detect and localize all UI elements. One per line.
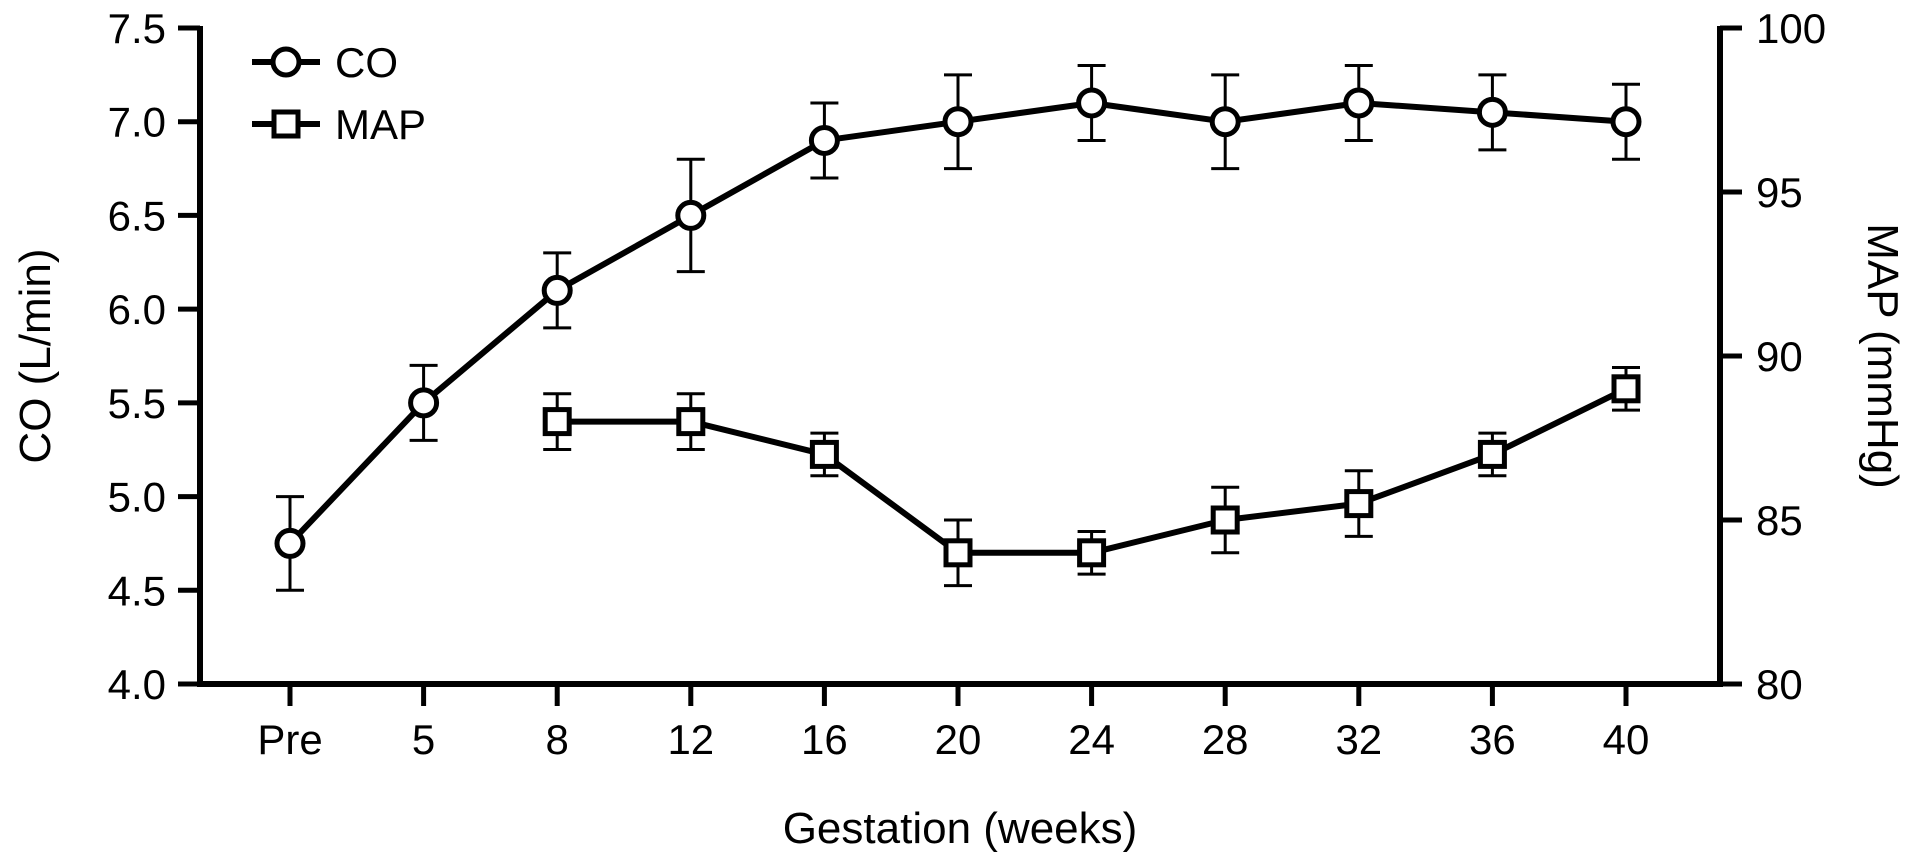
map-point	[1611, 374, 1641, 404]
left-y-axis-title: CO (L/min)	[11, 248, 60, 463]
legend-label: CO	[335, 39, 398, 86]
co-point	[1343, 87, 1375, 119]
right-y-tick-label: 85	[1756, 497, 1803, 544]
x-tick-label: 24	[1068, 716, 1115, 763]
map-point	[542, 407, 572, 437]
legend-square-marker	[271, 109, 301, 139]
co-point	[675, 199, 707, 231]
left-y-tick-label: 5.5	[108, 380, 166, 427]
co-point	[408, 387, 440, 419]
marks	[274, 63, 1642, 592]
co-point	[942, 106, 974, 138]
map-point	[1344, 489, 1374, 519]
map-point	[943, 538, 973, 568]
map-point	[676, 407, 706, 437]
co-point	[274, 527, 306, 559]
legend-item-co: CO	[252, 39, 398, 86]
co-series	[274, 63, 1642, 592]
x-tick-label: 20	[935, 716, 982, 763]
co-point	[1476, 96, 1508, 128]
map-point	[809, 439, 839, 469]
legend-label: MAP	[335, 101, 426, 148]
co-point	[808, 124, 840, 156]
left-y-tick-label: 4.0	[108, 661, 166, 708]
x-tick-label: 8	[546, 716, 569, 763]
left-y-tick-label: 5.0	[108, 474, 166, 521]
left-y-tick-label: 4.5	[108, 567, 166, 614]
right-y-axis-title: MAP (mmHg)	[1858, 223, 1907, 489]
x-tick-label: 28	[1202, 716, 1249, 763]
right-y-tick-label: 90	[1756, 333, 1803, 380]
co-point	[541, 274, 573, 306]
x-tick-label: Pre	[257, 716, 322, 763]
x-tick-label: 36	[1469, 716, 1516, 763]
x-tick-label: 12	[667, 716, 714, 763]
ticks: 4.0 4.5 5.0 5.5 6.0 6.5 7.0 7.5 80 85 90 95 100 Pre 5 8…	[108, 5, 1826, 763]
right-y-tick-label: 100	[1756, 5, 1826, 52]
legend-circle-marker	[270, 46, 302, 78]
right-y-tick-label: 95	[1756, 169, 1803, 216]
map-point	[1077, 538, 1107, 568]
x-tick-label: 5	[412, 716, 435, 763]
legend: CO MAP	[252, 39, 426, 148]
map-series	[542, 365, 1641, 588]
left-y-tick-label: 7.5	[108, 5, 166, 52]
left-y-tick-label: 6.5	[108, 192, 166, 239]
x-tick-label: 16	[801, 716, 848, 763]
right-y-tick-label: 80	[1756, 661, 1803, 708]
x-axis-title: Gestation (weeks)	[783, 804, 1138, 853]
map-point	[1210, 505, 1240, 535]
left-y-tick-label: 6.0	[108, 286, 166, 333]
x-tick-label: 32	[1335, 716, 1382, 763]
left-y-tick-label: 7.0	[108, 99, 166, 146]
co-point	[1076, 87, 1108, 119]
legend-item-map: MAP	[252, 101, 426, 148]
map-line	[557, 386, 1628, 556]
map-point	[1477, 439, 1507, 469]
co-point	[1209, 106, 1241, 138]
co-point	[1610, 106, 1642, 138]
x-tick-label: 40	[1603, 716, 1650, 763]
